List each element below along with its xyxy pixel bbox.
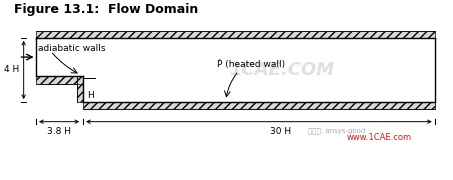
Text: 公众号: ansys-good: 公众号: ansys-good	[308, 128, 366, 134]
Bar	[77, 76, 82, 102]
Text: 3.8 H: 3.8 H	[47, 127, 71, 136]
Text: H: H	[87, 91, 94, 100]
Text: adiabatic walls: adiabatic walls	[38, 44, 105, 53]
Bar	[36, 31, 435, 38]
Text: 4 H: 4 H	[4, 66, 19, 75]
Bar	[82, 102, 435, 109]
Text: Ṗ (heated wall): Ṗ (heated wall)	[217, 60, 285, 69]
Bar	[36, 76, 82, 84]
Text: 1CAE.COM: 1CAE.COM	[229, 61, 334, 79]
Text: 30 H: 30 H	[270, 127, 291, 136]
Text: Figure 13.1:  Flow Domain: Figure 13.1: Flow Domain	[14, 3, 198, 16]
Text: www.1CAE.com: www.1CAE.com	[347, 133, 412, 142]
